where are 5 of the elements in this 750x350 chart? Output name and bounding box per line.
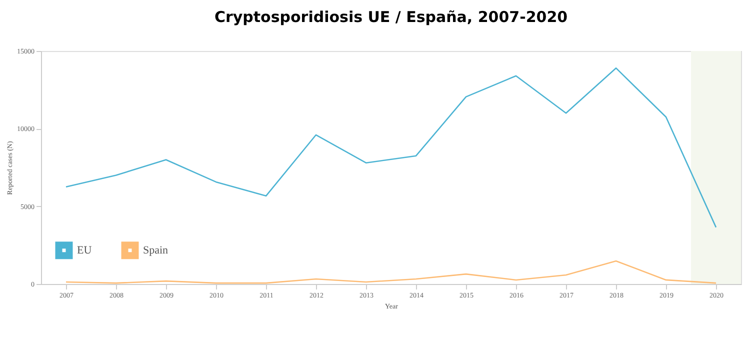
legend-label: Spain [143,244,169,256]
legend-label: EU [77,244,92,256]
line-series [65,67,717,228]
chart-title: Cryptosporidiosis UE / España, 2007-2020 [214,8,568,26]
line-series [65,260,717,284]
